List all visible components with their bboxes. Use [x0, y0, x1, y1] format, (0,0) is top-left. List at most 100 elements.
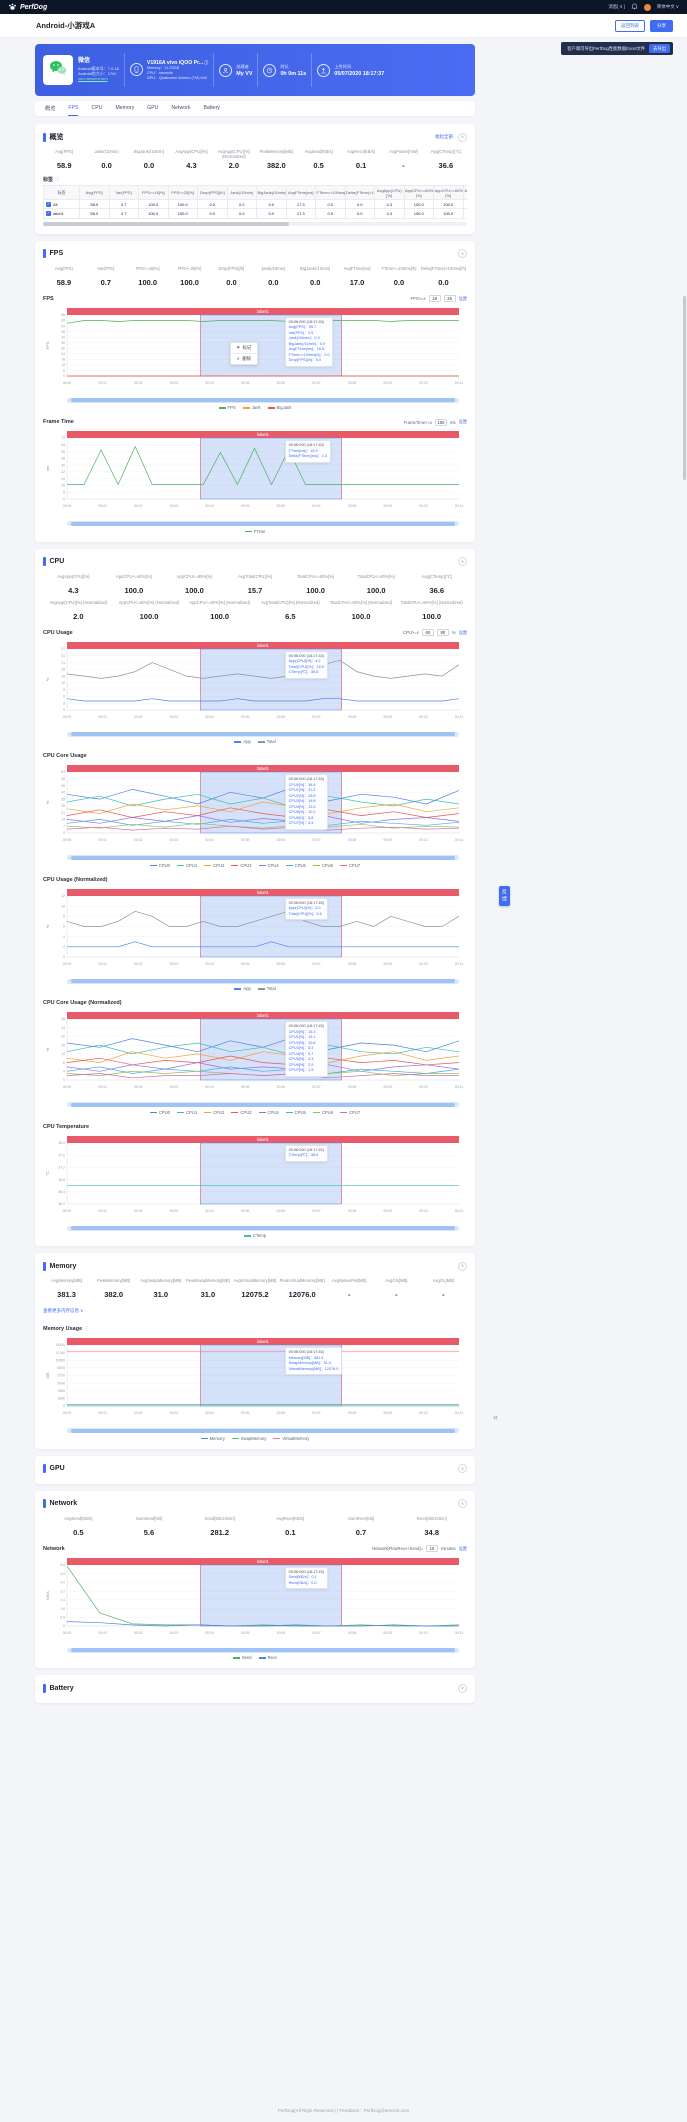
more-memory-link[interactable]: 查看更多内存信息 ∨ — [43, 1308, 83, 1314]
memory-plot-area[interactable]: 0 1680 3360 5040 6720 8400 10080 11760 13440 00:0… — [43, 1336, 467, 1425]
legend-CPU1[interactable]: CPU1 — [176, 1110, 197, 1115]
collapse-cpu-button[interactable]: ∧ — [458, 557, 467, 567]
ftime-chart-svg[interactable]: 0 8 16 24 32 40 48 56 64 72 00:00 00:01 00:02 00:03 00… — [43, 429, 467, 513]
legend-App[interactable]: App — [234, 986, 251, 991]
legend-FPS[interactable]: FPS — [218, 405, 236, 410]
expand-gpu-button[interactable]: ∨ — [458, 1464, 467, 1474]
legend-Jank[interactable]: Jank — [242, 405, 261, 410]
memory-scroll-thumb[interactable] — [71, 1428, 455, 1433]
network-scroll-thumb[interactable] — [71, 1648, 455, 1653]
legend-CPU6[interactable]: CPU6 — [312, 863, 333, 868]
legend-CPU4[interactable]: CPU4 — [258, 863, 279, 868]
cpu_usage_norm-plot-area[interactable]: 0 2 4 6 8 10 12 00:00 00:01 00:02 00:03 00:04 00:05 0… — [43, 887, 467, 976]
tab-Battery[interactable]: Battery — [203, 105, 220, 111]
legend-CPU5[interactable]: CPU5 — [285, 1110, 306, 1115]
table-h-scrollbar[interactable] — [43, 221, 467, 226]
cpu_usage_norm-scrollbar[interactable] — [67, 978, 459, 984]
tab-Memory[interactable]: Memory — [115, 105, 135, 111]
legend-CPU0[interactable]: CPU0 — [149, 863, 170, 868]
ftime-settings-link[interactable]: 设置 — [458, 419, 467, 425]
legend-Total[interactable]: Total — [257, 739, 276, 744]
legend-CPU4[interactable]: CPU4 — [258, 1110, 279, 1115]
cpu_core_norm-plot-area[interactable]: 0 4 8 12 16 20 24 28 00:00 00:01 00:02 00:03 00:04 00… — [43, 1010, 467, 1099]
cpu_temp-chart-svg[interactable]: 36.0 36.4 36.8 37.2 37.6 38.0 00:00 00:01 00:02 0… — [43, 1134, 467, 1218]
collapse-panel-handle[interactable]: « — [493, 1412, 499, 1422]
share-button[interactable]: 分享 — [650, 19, 673, 32]
user-avatar[interactable] — [643, 3, 651, 11]
legend-Send[interactable]: Send — [232, 1655, 252, 1660]
cpu_usage_norm-scroll-thumb[interactable] — [71, 979, 455, 984]
nav-messages[interactable]: 消息[ 4 ] — [608, 4, 625, 9]
back-button[interactable]: 返回列表 — [615, 19, 645, 32]
network-threshold-input-1[interactable]: 10 — [425, 1545, 438, 1553]
cpu_core_norm-chart-svg[interactable]: 0 4 8 12 16 20 24 28 00:00 00:01 00:02 00:03 00:04 00… — [43, 1010, 467, 1094]
legend-SwapMemory[interactable]: SwapMemory — [231, 1436, 266, 1441]
brand-name[interactable]: PerfDog — [20, 3, 48, 11]
legend-CPU1[interactable]: CPU1 — [176, 863, 197, 868]
legend-CPU3[interactable]: CPU3 — [231, 863, 252, 868]
feedback-widget[interactable]: 反馈 — [499, 886, 510, 906]
collapse-all-link[interactable]: 收起全部 — [435, 134, 453, 139]
tab-GPU[interactable]: GPU — [147, 105, 159, 111]
row-checkbox[interactable]: ✓ — [46, 201, 51, 207]
export-button[interactable]: 去导出 — [649, 44, 670, 53]
legend-CPU2[interactable]: CPU2 — [204, 1110, 224, 1115]
collapse-overview-button[interactable]: ∧ — [458, 132, 467, 142]
legend-VirtualMemory[interactable]: VirtualMemory — [273, 1436, 309, 1441]
legend-CTemp[interactable]: CTemp — [243, 1233, 266, 1238]
cpu_temp-scrollbar[interactable] — [67, 1225, 459, 1231]
cpu_temp-scroll-thumb[interactable] — [71, 1226, 455, 1231]
cpu_usage-plot-area[interactable]: 0 3 6 9 12 15 18 21 24 27 00:00 00:01 00:02 00:03 00:0… — [43, 640, 467, 729]
tab-CPU[interactable]: CPU — [91, 105, 103, 111]
legend-Recv[interactable]: Recv — [258, 1655, 277, 1660]
table-h-scroll-thumb[interactable] — [43, 221, 289, 226]
legend-CPU3[interactable]: CPU3 — [231, 1110, 252, 1115]
network-plot-area[interactable]: 0 0.8 1.6 2.4 3.2 4.0 4.8 5.6 00:00 00:01 00:02 00:… — [43, 1556, 467, 1645]
legend-CPU7[interactable]: CPU7 — [340, 863, 360, 868]
fps-scrollbar[interactable] — [67, 397, 459, 403]
fps-threshold-input-2[interactable]: 25 — [443, 295, 456, 303]
fps-threshold-input-1[interactable]: 18 — [428, 295, 441, 303]
cpu_usage-scroll-thumb[interactable] — [71, 732, 455, 737]
tag-info-icon[interactable]: ⓘ — [55, 176, 60, 182]
memory-info-icon[interactable]: ⓘ — [84, 1326, 89, 1332]
legend-Total[interactable]: Total — [257, 986, 276, 991]
legend-BigJank[interactable]: BigJank — [267, 405, 291, 410]
memory-chart-svg[interactable]: 0 1680 3360 5040 6720 8400 10080 11760 13440 00:0… — [43, 1336, 467, 1420]
collapse-fps-button[interactable]: ∧ — [458, 249, 467, 259]
cpu_core-plot-area[interactable]: 0 7 14 21 28 35 42 49 56 63 00:00 00:01 00:02 00:03 00… — [43, 763, 467, 852]
cpu_temp-plot-area[interactable]: 36.0 36.4 36.8 37.2 37.6 38.0 00:00 00:01 00:02 0… — [43, 1134, 467, 1223]
expand-battery-button[interactable]: ∨ — [458, 1683, 467, 1693]
device-info-icon[interactable]: ⓘ — [204, 59, 209, 65]
legend-CPU0[interactable]: CPU0 — [149, 1110, 170, 1115]
cpu_core_norm-scrollbar[interactable] — [67, 1102, 459, 1108]
legend-CPU5[interactable]: CPU5 — [285, 863, 306, 868]
legend-Memory[interactable]: Memory — [200, 1436, 225, 1441]
legend-App[interactable]: App — [234, 739, 251, 744]
legend-CPU2[interactable]: CPU2 — [204, 863, 224, 868]
cpu_core-chart-svg[interactable]: 0 7 14 21 28 35 42 49 56 63 00:00 00:01 00:02 00:03 00… — [43, 763, 467, 847]
bell-icon[interactable] — [631, 3, 638, 11]
cpu_usage-threshold-input-2[interactable]: 80 — [436, 629, 449, 637]
marker-menu-item-删除[interactable]: ✕ 删除 — [231, 354, 258, 364]
network-settings-link[interactable]: 设置 — [458, 1545, 467, 1551]
collapse-memory-button[interactable]: ∧ — [458, 1261, 467, 1271]
language-selector[interactable]: 简体中文 ∨ — [657, 4, 679, 10]
collapse-network-button[interactable]: ∧ — [458, 1499, 467, 1509]
page-scrollbar[interactable] — [683, 296, 686, 480]
legend-FTime[interactable]: FTime — [244, 529, 265, 534]
ftime-scroll-thumb[interactable] — [71, 521, 455, 526]
fps-settings-link[interactable]: 设置 — [458, 295, 467, 301]
ftime-plot-area[interactable]: 0 8 16 24 32 40 48 56 64 72 00:00 00:01 00:02 00:03 00… — [43, 429, 467, 518]
cpu_core_norm-scroll-thumb[interactable] — [71, 1102, 455, 1107]
app-package-link[interactable]: com.tencent.mm — [78, 76, 108, 82]
cpu_usage-chart-svg[interactable]: 0 3 6 9 12 15 18 21 24 27 00:00 00:01 00:02 00:03 00:0… — [43, 640, 467, 724]
cpu_core-scroll-thumb[interactable] — [71, 855, 455, 860]
cpu_usage-scrollbar[interactable] — [67, 731, 459, 737]
network-chart-svg[interactable]: 0 0.8 1.6 2.4 3.2 4.0 4.8 5.6 00:00 00:01 00:02 00:… — [43, 1556, 467, 1640]
tab-Network[interactable]: Network — [171, 105, 191, 111]
cpu_core-scrollbar[interactable] — [67, 855, 459, 861]
cpu_usage-settings-link[interactable]: 设置 — [458, 629, 467, 635]
memory-scrollbar[interactable] — [67, 1428, 459, 1434]
